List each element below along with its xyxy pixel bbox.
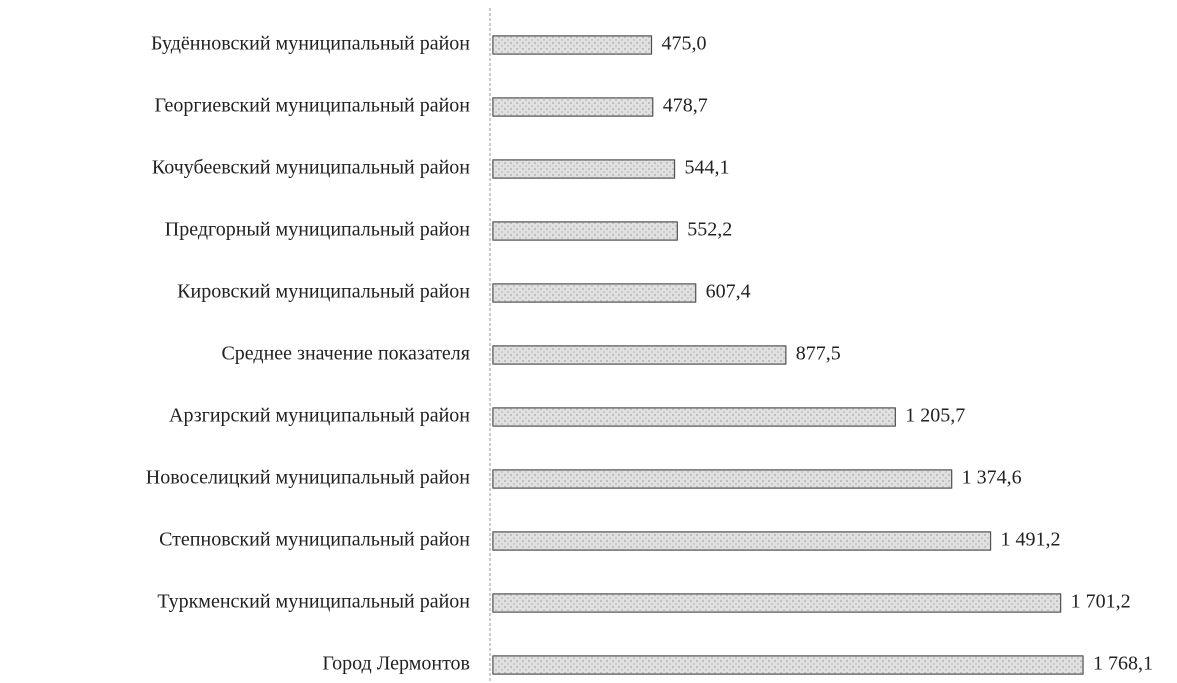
bar [492,283,697,303]
value-label: 1 205,7 [905,405,965,427]
category-label: Арзгирский муниципальный район [169,405,470,427]
bar [492,159,676,179]
bar-tint [493,470,952,488]
bar [492,35,653,55]
bar-tint [493,222,678,240]
value-label: 1 374,6 [962,467,1022,489]
bar-tint [493,656,1083,674]
value-label: 1 768,1 [1093,653,1153,675]
bar [492,593,1062,613]
bar-tint [493,36,652,54]
value-label: 607,4 [706,281,751,303]
category-label: Новоселицкий муниципальный район [146,467,471,489]
bar-tint [493,98,653,116]
bar [492,407,896,427]
bar [492,221,678,241]
category-label: Город Лермонтов [322,653,470,675]
value-label: 877,5 [796,343,841,365]
bar-tint [493,408,896,426]
value-label: 1 491,2 [1001,529,1061,551]
bar-tint [493,160,675,178]
bar-tint [493,594,1061,612]
category-label: Будённовский муниципальный район [151,33,470,55]
value-label: 552,2 [687,219,732,241]
bar [492,469,953,489]
value-label: 1 701,2 [1071,591,1131,613]
category-label: Кочубеевский муниципальный район [152,157,470,179]
bar [492,97,654,117]
bar-tint [493,532,991,550]
bar [492,531,992,551]
category-label: Предгорный муниципальный район [165,219,471,241]
bar-tint [493,346,786,364]
category-label: Степновский муниципальный район [159,529,470,551]
value-label: 475,0 [661,33,706,55]
category-label: Туркменский муниципальный район [157,591,470,613]
bar-tint [493,284,696,302]
bar [492,345,787,365]
category-label: Среднее значение показателя [221,343,470,365]
category-label: Кировский муниципальный район [177,281,470,303]
value-label: 544,1 [685,157,730,179]
category-label: Георгиевский муниципальный район [155,95,471,117]
value-label: 478,7 [663,95,708,117]
bar [492,655,1084,675]
